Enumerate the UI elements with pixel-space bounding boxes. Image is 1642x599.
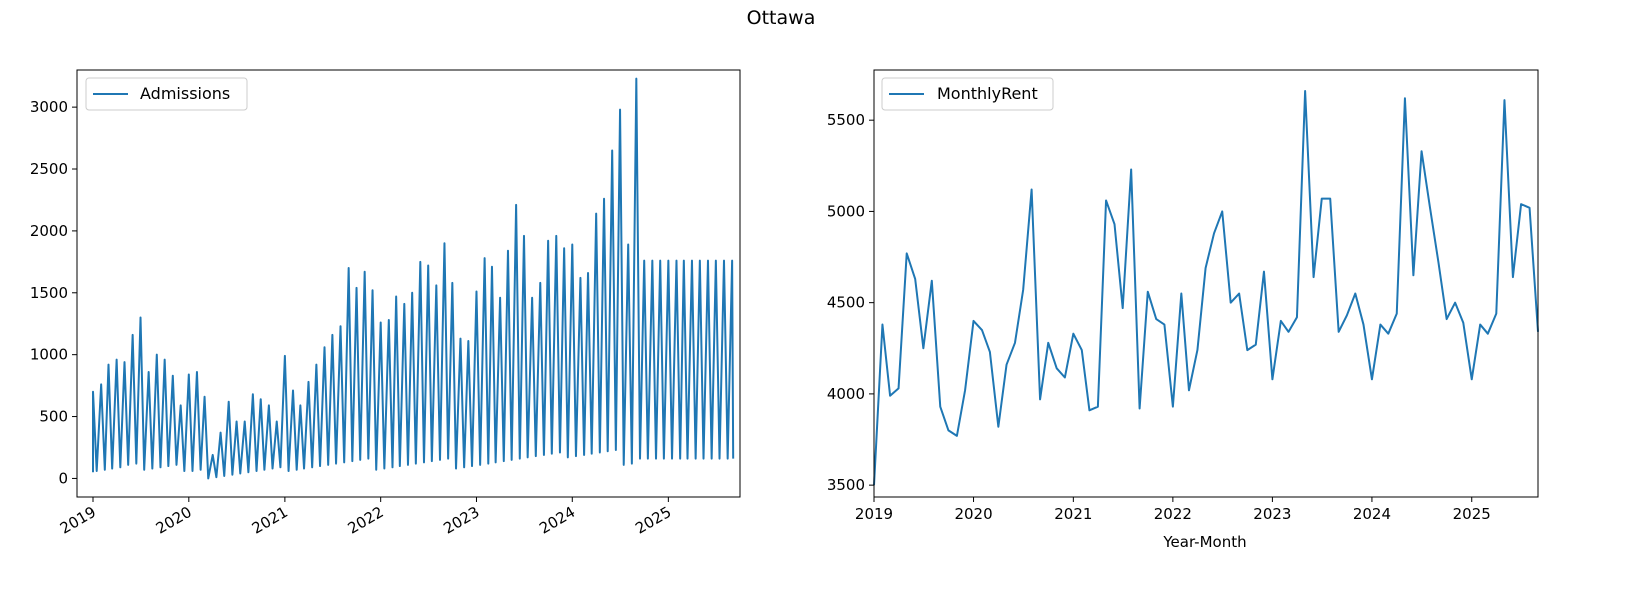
monthly-rent-y-tick-label: 5000: [827, 202, 865, 220]
admissions-y-tick-label: 2500: [30, 160, 68, 178]
monthly-rent-y-tick-label: 4000: [827, 385, 865, 403]
monthly-rent-y-tick-label: 3500: [827, 476, 865, 494]
admissions-y-ticks: 0 500 1000 1500 2000 2500 3000: [30, 98, 77, 487]
monthly-rent-x-tick-label: 2021: [1054, 505, 1092, 523]
admissions-y-tick-label: 2000: [30, 222, 68, 240]
admissions-series-line: [92, 77, 735, 480]
monthly-rent-x-axis-label: Year-Month: [1162, 533, 1246, 551]
monthly-rent-chart: 3500 4000 4500 5000 5500 2019 2020 2021 2022 202…: [827, 69, 1539, 551]
admissions-y-tick-label: 3000: [30, 98, 68, 116]
monthly-rent-legend: MonthlyRent: [881, 77, 1054, 111]
admissions-series-layer: [92, 77, 735, 480]
monthly-rent-x-tick-label: 2020: [954, 505, 992, 523]
monthly-rent-x-tick-label: 2024: [1353, 505, 1391, 523]
monthly-rent-x-tick-label: 2022: [1154, 505, 1192, 523]
monthly-rent-plot-frame: [873, 69, 1539, 498]
admissions-legend-box: [85, 77, 248, 111]
monthly-rent-y-tick-label: 4500: [827, 294, 865, 312]
monthly-rent-series-layer: [873, 89, 1539, 486]
monthly-rent-x-tick-label: 2019: [855, 505, 893, 523]
admissions-y-tick-label: 1500: [30, 284, 68, 302]
monthly-rent-x-tick-label: 2023: [1253, 505, 1291, 523]
admissions-legend: Admissions: [85, 77, 248, 111]
monthly-rent-y-ticks: 3500 4000 4500 5000 5500: [827, 111, 874, 494]
admissions-plot-frame: [76, 69, 741, 498]
admissions-y-tick-label: 0: [58, 469, 68, 487]
admissions-y-tick-label: 1000: [30, 346, 68, 364]
figure-title: Ottawa: [747, 7, 816, 29]
monthly-rent-legend-box: [881, 77, 1054, 111]
monthly-rent-series-line: [873, 89, 1539, 486]
monthly-rent-legend-label: MonthlyRent: [937, 84, 1038, 103]
admissions-y-tick-label: 500: [39, 408, 68, 426]
monthly-rent-x-tick-label: 2025: [1453, 505, 1491, 523]
monthly-rent-x-ticks: 2019 2020 2021 2022 2023 2024 2025: [855, 497, 1491, 523]
monthly-rent-y-tick-label: 5500: [827, 111, 865, 129]
admissions-legend-label: Admissions: [140, 84, 230, 103]
